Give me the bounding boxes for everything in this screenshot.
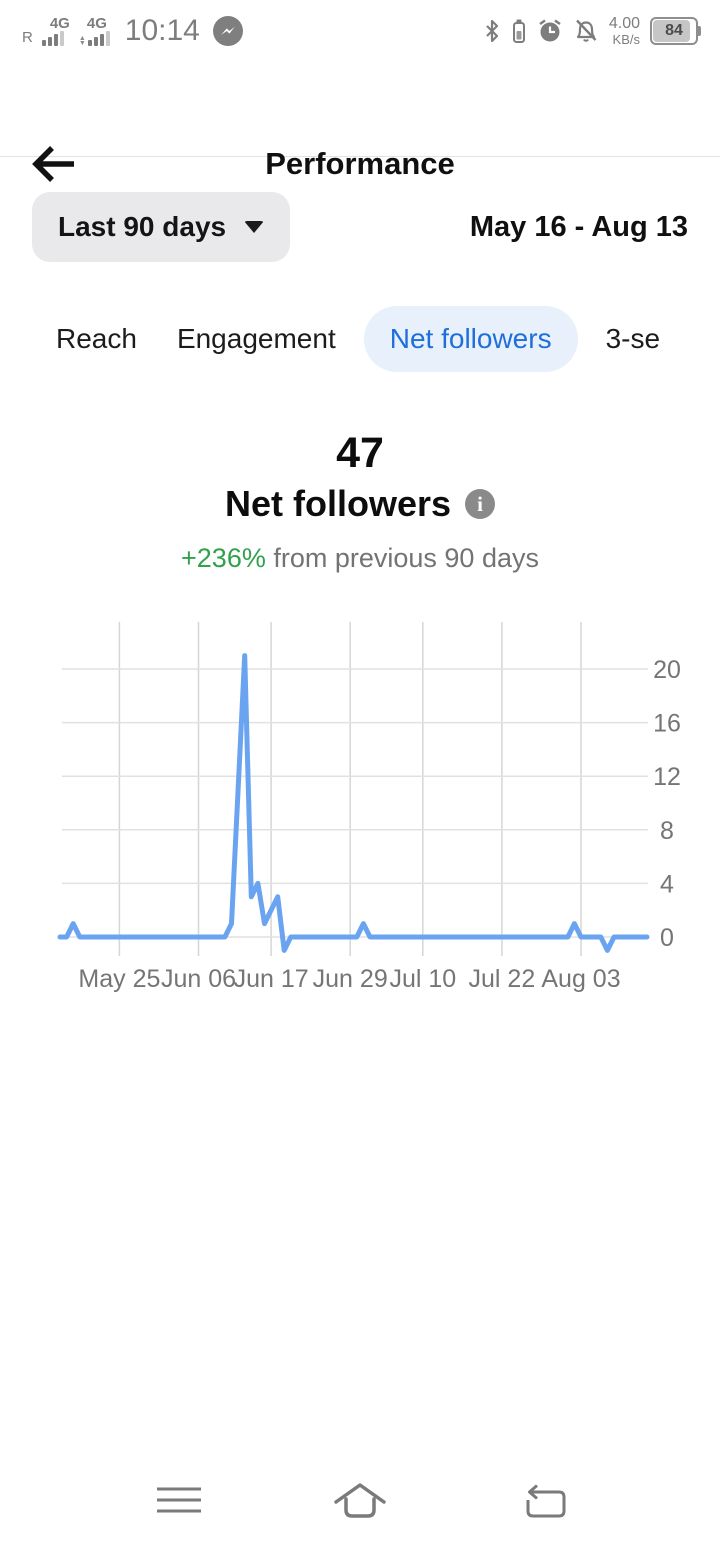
filter-row: Last 90 days May 16 - Aug 13	[32, 192, 688, 262]
clock-time: 10:14	[124, 14, 200, 47]
alarm-clock-icon	[539, 19, 561, 42]
x-axis-tick: Jun 06	[161, 965, 236, 993]
metric-change-context: from previous 90 days	[273, 543, 539, 574]
back-button[interactable]	[28, 138, 80, 190]
x-axis-tick: Jun 17	[234, 965, 309, 993]
y-axis-tick: 8	[660, 817, 674, 845]
sim1-signal-icon: 4G	[41, 16, 70, 46]
menu-icon	[157, 1487, 201, 1513]
return-icon	[526, 1484, 566, 1518]
home-icon	[334, 1483, 386, 1518]
status-bar: R 4G 4G ▲ ▼ 10:14	[0, 0, 720, 56]
roaming-indicator: R	[22, 29, 33, 46]
metric-change-percent: +236%	[181, 543, 266, 574]
status-left: R 4G 4G ▲ ▼ 10:14	[22, 14, 243, 48]
period-dropdown-button[interactable]: Last 90 days	[32, 192, 291, 262]
bluetooth-icon	[486, 19, 498, 43]
metric-summary: 47 Net followers i +236% from previous 9…	[0, 429, 720, 574]
y-axis-tick: 12	[653, 763, 681, 791]
y-axis-tick: 4	[660, 870, 674, 898]
metric-tabs: Reach Engagement Net followers 3-se	[56, 306, 720, 372]
battery-percent: 84	[665, 22, 683, 39]
nav-back-button[interactable]	[522, 1484, 568, 1518]
tab-3-second[interactable]: 3-se	[605, 323, 661, 354]
x-axis-tick: Jul 10	[389, 965, 456, 993]
caret-down-icon	[244, 221, 265, 233]
arrow-left-icon	[32, 146, 74, 182]
x-axis-tick: Jul 22	[469, 965, 536, 993]
tab-engagement[interactable]: Engagement	[176, 323, 336, 354]
y-axis-tick: 20	[653, 656, 681, 684]
x-axis-tick: Aug 03	[541, 965, 620, 993]
nav-menu-button[interactable]	[156, 1486, 202, 1514]
network-speed: 4.00 KB/s	[608, 14, 640, 47]
date-range-label: May 16 - Aug 13	[469, 210, 688, 243]
metric-value: 47	[336, 429, 384, 477]
app-bar: Performance	[0, 56, 720, 182]
info-icon[interactable]: i	[465, 489, 496, 520]
period-label: Last 90 days	[58, 211, 227, 242]
metric-change: +236% from previous 90 days	[0, 543, 720, 574]
net-followers-line	[57, 653, 650, 953]
x-axis-tick: Jun 29	[313, 965, 388, 993]
y-axis-tick: 0	[660, 924, 674, 952]
tab-reach[interactable]: Reach	[56, 323, 137, 354]
bt-device-battery-icon	[512, 19, 525, 43]
metric-label: Net followers	[224, 483, 452, 525]
messenger-notification-icon	[212, 16, 243, 46]
system-nav-bar	[0, 1470, 720, 1544]
page-title: Performance	[265, 146, 455, 181]
x-axis-tick: May 25	[78, 965, 160, 993]
sim2-signal-icon: 4G ▲ ▼	[79, 16, 110, 47]
status-right: 4.00 KB/s 84	[483, 14, 701, 47]
tab-net-followers[interactable]: Net followers	[363, 306, 578, 372]
y-axis-tick: 16	[653, 710, 681, 738]
bell-slash-icon	[575, 19, 597, 42]
battery-icon: 84	[650, 17, 701, 45]
nav-home-button[interactable]	[332, 1482, 388, 1518]
